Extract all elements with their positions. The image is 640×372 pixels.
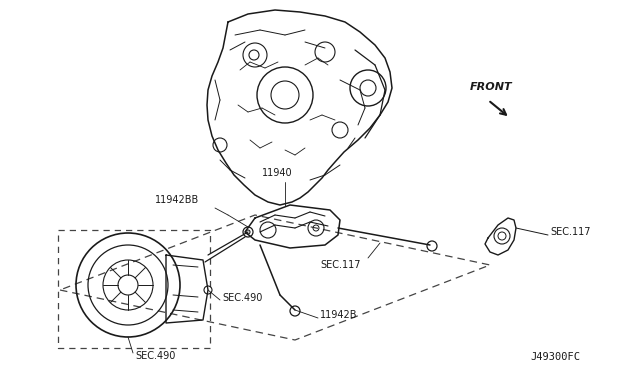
Text: 11940: 11940	[262, 168, 292, 178]
Text: SEC.490: SEC.490	[222, 293, 262, 303]
Text: SEC.117: SEC.117	[550, 227, 591, 237]
Text: SEC.490: SEC.490	[135, 351, 175, 361]
Text: J49300FC: J49300FC	[530, 352, 580, 362]
Text: FRONT: FRONT	[470, 82, 513, 92]
Text: 11942B: 11942B	[320, 310, 358, 320]
Text: SEC.117: SEC.117	[320, 260, 360, 270]
Text: 11942BB: 11942BB	[155, 195, 199, 205]
